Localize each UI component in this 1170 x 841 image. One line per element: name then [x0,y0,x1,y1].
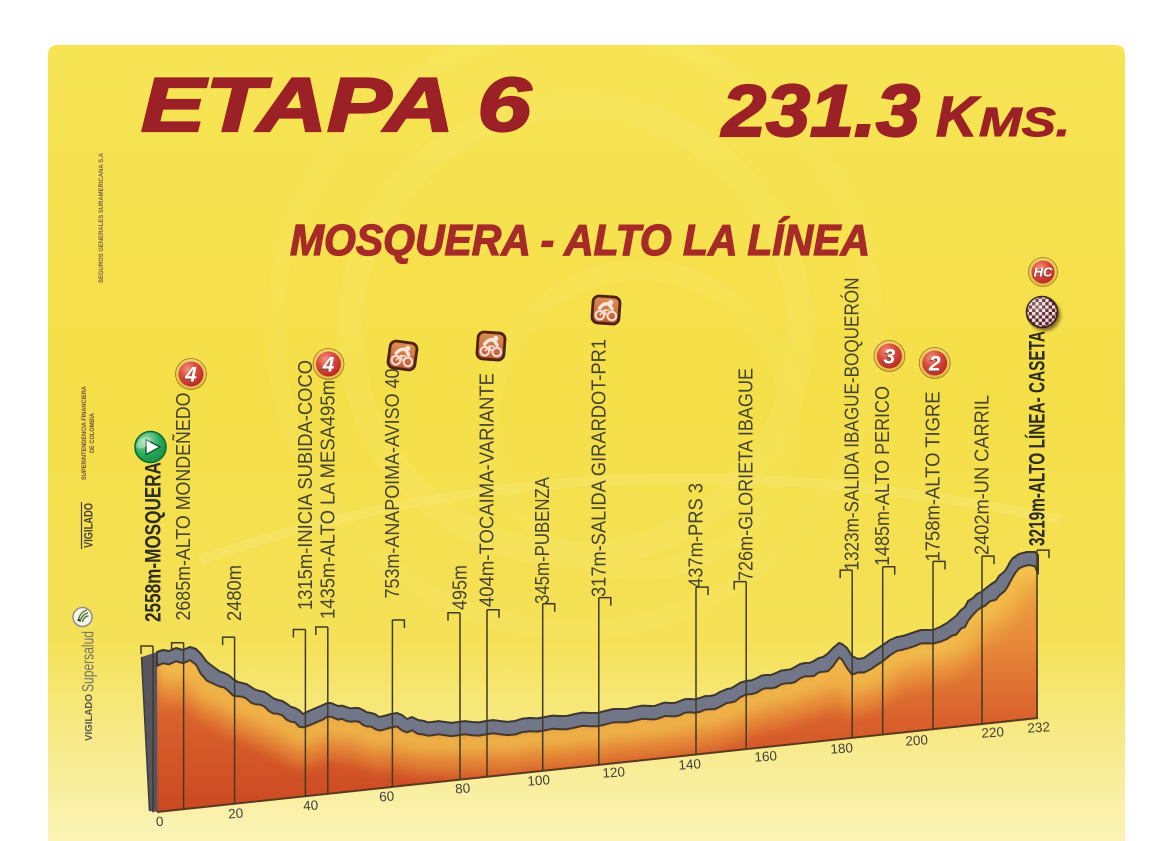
svg-text:3: 3 [884,346,896,369]
svg-text:80: 80 [455,781,471,797]
svg-text:2685m-ALTO MONDEÑEDO: 2685m-ALTO MONDEÑEDO [172,393,195,621]
svg-text:160: 160 [754,748,778,765]
svg-text:1315m-INICIA SUBIDA-COCO: 1315m-INICIA SUBIDA-COCO [294,360,317,610]
svg-text:200: 200 [905,732,929,749]
svg-text:2558m-MOSQUERA: 2558m-MOSQUERA [141,462,166,622]
svg-text:1758m-ALTO TIGRE: 1758m-ALTO TIGRE [922,392,945,562]
svg-text:2480m: 2480m [223,565,246,621]
svg-text:2: 2 [928,353,941,376]
svg-text:K: K [936,85,981,149]
svg-text:437m-PRS 3: 437m-PRS 3 [685,483,708,588]
svg-text:4: 4 [183,365,196,388]
svg-text:0: 0 [155,814,164,829]
svg-text:753m-ANAPOIMA-AVISO 40: 753m-ANAPOIMA-AVISO 40 [381,368,404,598]
svg-text:4: 4 [320,355,333,378]
svg-text:VIGILADO: VIGILADO [82,503,96,548]
svg-text:220: 220 [981,724,1005,741]
svg-text:HC: HC [1032,266,1051,281]
svg-text:1485m-ALTO PERICO: 1485m-ALTO PERICO [871,386,894,566]
svg-text:317m-SALIDA GIRARDOT-PR1: 317m-SALIDA GIRARDOT-PR1 [587,339,610,597]
svg-text:726m-GLORIETA IBAGUE: 726m-GLORIETA IBAGUE [735,368,758,581]
svg-text:100: 100 [527,772,551,789]
svg-text:VIGILADO: VIGILADO [83,694,95,741]
svg-text:1435m-ALTO LA MESA495m: 1435m-ALTO LA MESA495m [316,380,339,619]
svg-text:2402m-UN CARRIL: 2402m-UN CARRIL [971,395,994,555]
svg-text:2: 2 [926,354,939,377]
svg-text:120: 120 [602,764,626,781]
svg-text:MOSQUERA - ALTO LA LÍNEA: MOSQUERA - ALTO LA LÍNEA [290,215,870,265]
svg-text:SUPERINTENDENCIA FINANCIERA: SUPERINTENDENCIA FINANCIERA [81,386,88,480]
svg-text:3: 3 [882,347,894,370]
svg-text:4: 4 [184,364,197,387]
svg-text:3219m-ALTO LÍNEA- CASETA: 3219m-ALTO LÍNEA- CASETA [1025,331,1050,546]
svg-text:231.3: 231.3 [720,71,920,152]
svg-text:MS.: MS. [979,99,1070,145]
svg-text:DE COLOMBIA: DE COLOMBIA [89,413,96,453]
svg-text:Supersalud: Supersalud [80,631,98,692]
svg-text:345m-PUBENZA: 345m-PUBENZA [531,477,554,604]
svg-text:495m: 495m [449,565,472,610]
svg-text:404m-TOCAIMA-VARIANTE: 404m-TOCAIMA-VARIANTE [476,373,499,607]
svg-text:4: 4 [322,354,335,377]
svg-text:60: 60 [379,789,395,805]
svg-text:232: 232 [1027,719,1051,736]
svg-text:ETAPA 6: ETAPA 6 [141,63,532,148]
svg-text:140: 140 [678,756,702,773]
svg-text:SEGUROS GENERALES SURAMERICANA: SEGUROS GENERALES SURAMERICANA S.A [98,153,105,283]
svg-text:HC: HC [1034,265,1053,280]
svg-text:40: 40 [303,798,319,814]
svg-text:20: 20 [228,806,244,822]
svg-text:180: 180 [830,740,854,757]
svg-text:1323m-SALIDA IBAGUE-BOQUERÓN: 1323m-SALIDA IBAGUE-BOQUERÓN [841,278,864,571]
